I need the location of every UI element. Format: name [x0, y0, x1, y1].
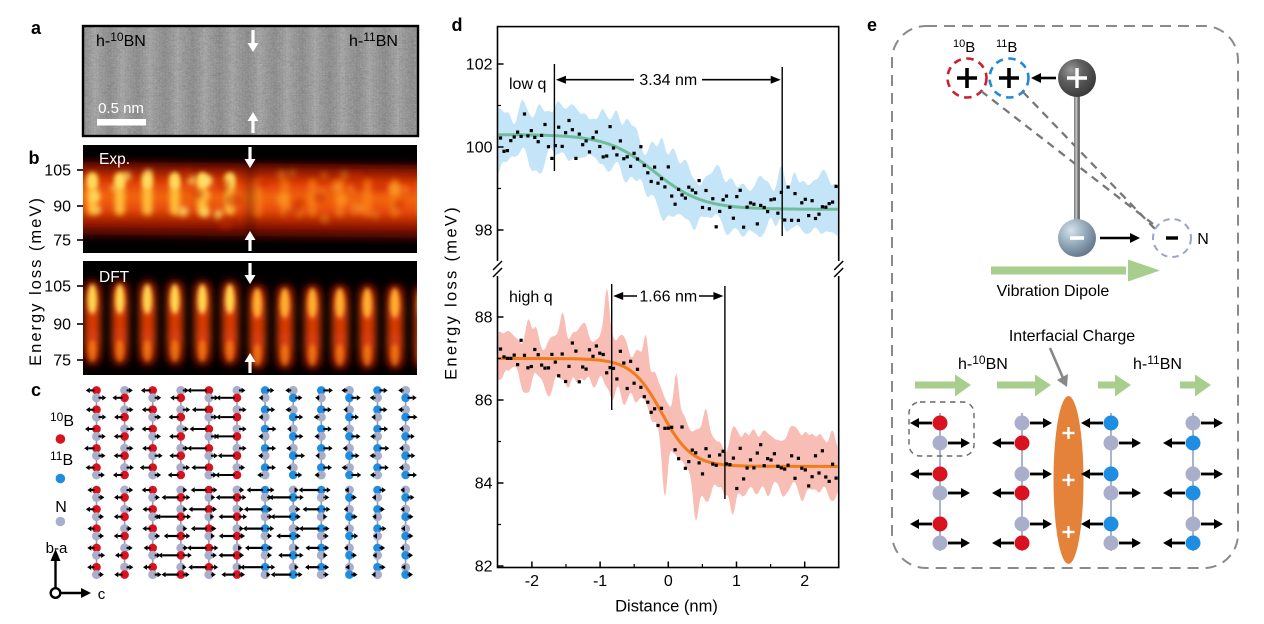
svg-text:high q: high q — [509, 289, 553, 306]
svg-text:d: d — [452, 15, 463, 35]
svg-text:c: c — [31, 380, 41, 400]
svg-text:N: N — [1197, 231, 1209, 248]
svg-text:Interfacial Charge: Interfacial Charge — [1009, 328, 1135, 345]
svg-text:Energy loss (meV): Energy loss (meV) — [443, 205, 461, 380]
svg-text:Vibration Dipole: Vibration Dipole — [997, 283, 1110, 300]
svg-text:1: 1 — [732, 573, 741, 590]
svg-text:c: c — [98, 586, 106, 603]
svg-text:-2: -2 — [525, 573, 539, 590]
svg-text:10B: 10B — [953, 38, 975, 56]
svg-text:11B: 11B — [50, 449, 73, 469]
svg-text:11B: 11B — [996, 38, 1017, 56]
svg-text:75: 75 — [53, 233, 71, 250]
svg-text:2: 2 — [800, 573, 809, 590]
svg-text:Distance (nm): Distance (nm) — [615, 598, 718, 616]
svg-text:e: e — [867, 15, 877, 35]
svg-text:0: 0 — [664, 573, 673, 590]
svg-text:b-a: b-a — [46, 540, 68, 557]
svg-text:105: 105 — [44, 163, 71, 180]
svg-text:h-10BN: h-10BN — [958, 353, 1008, 373]
svg-text:3.34 nm: 3.34 nm — [639, 72, 697, 89]
svg-text:90: 90 — [53, 199, 71, 216]
svg-text:Exp.: Exp. — [99, 151, 130, 168]
svg-text:-1: -1 — [593, 573, 607, 590]
svg-text:102: 102 — [466, 57, 493, 74]
svg-text:10B: 10B — [50, 410, 74, 430]
svg-text:DFT: DFT — [99, 269, 130, 286]
svg-text:h-11BN: h-11BN — [349, 30, 398, 50]
svg-text:low q: low q — [509, 76, 546, 93]
svg-text:N: N — [55, 499, 67, 516]
svg-text:b: b — [29, 148, 40, 168]
svg-text:84: 84 — [475, 476, 493, 493]
svg-text:90: 90 — [53, 317, 71, 334]
svg-text:82: 82 — [475, 559, 493, 576]
svg-text:75: 75 — [53, 353, 71, 370]
svg-text:h-10BN: h-10BN — [96, 30, 146, 50]
svg-text:a: a — [31, 18, 42, 38]
svg-text:0.5 nm: 0.5 nm — [98, 100, 144, 117]
svg-text:100: 100 — [466, 140, 493, 157]
svg-text:1.66 nm: 1.66 nm — [639, 289, 697, 306]
svg-text:86: 86 — [475, 393, 493, 410]
svg-text:h-11BN: h-11BN — [1133, 353, 1182, 373]
svg-text:Energy loss (meV): Energy loss (meV) — [27, 196, 45, 366]
svg-text:98: 98 — [475, 223, 493, 240]
svg-text:105: 105 — [44, 279, 71, 296]
svg-text:88: 88 — [475, 310, 493, 327]
